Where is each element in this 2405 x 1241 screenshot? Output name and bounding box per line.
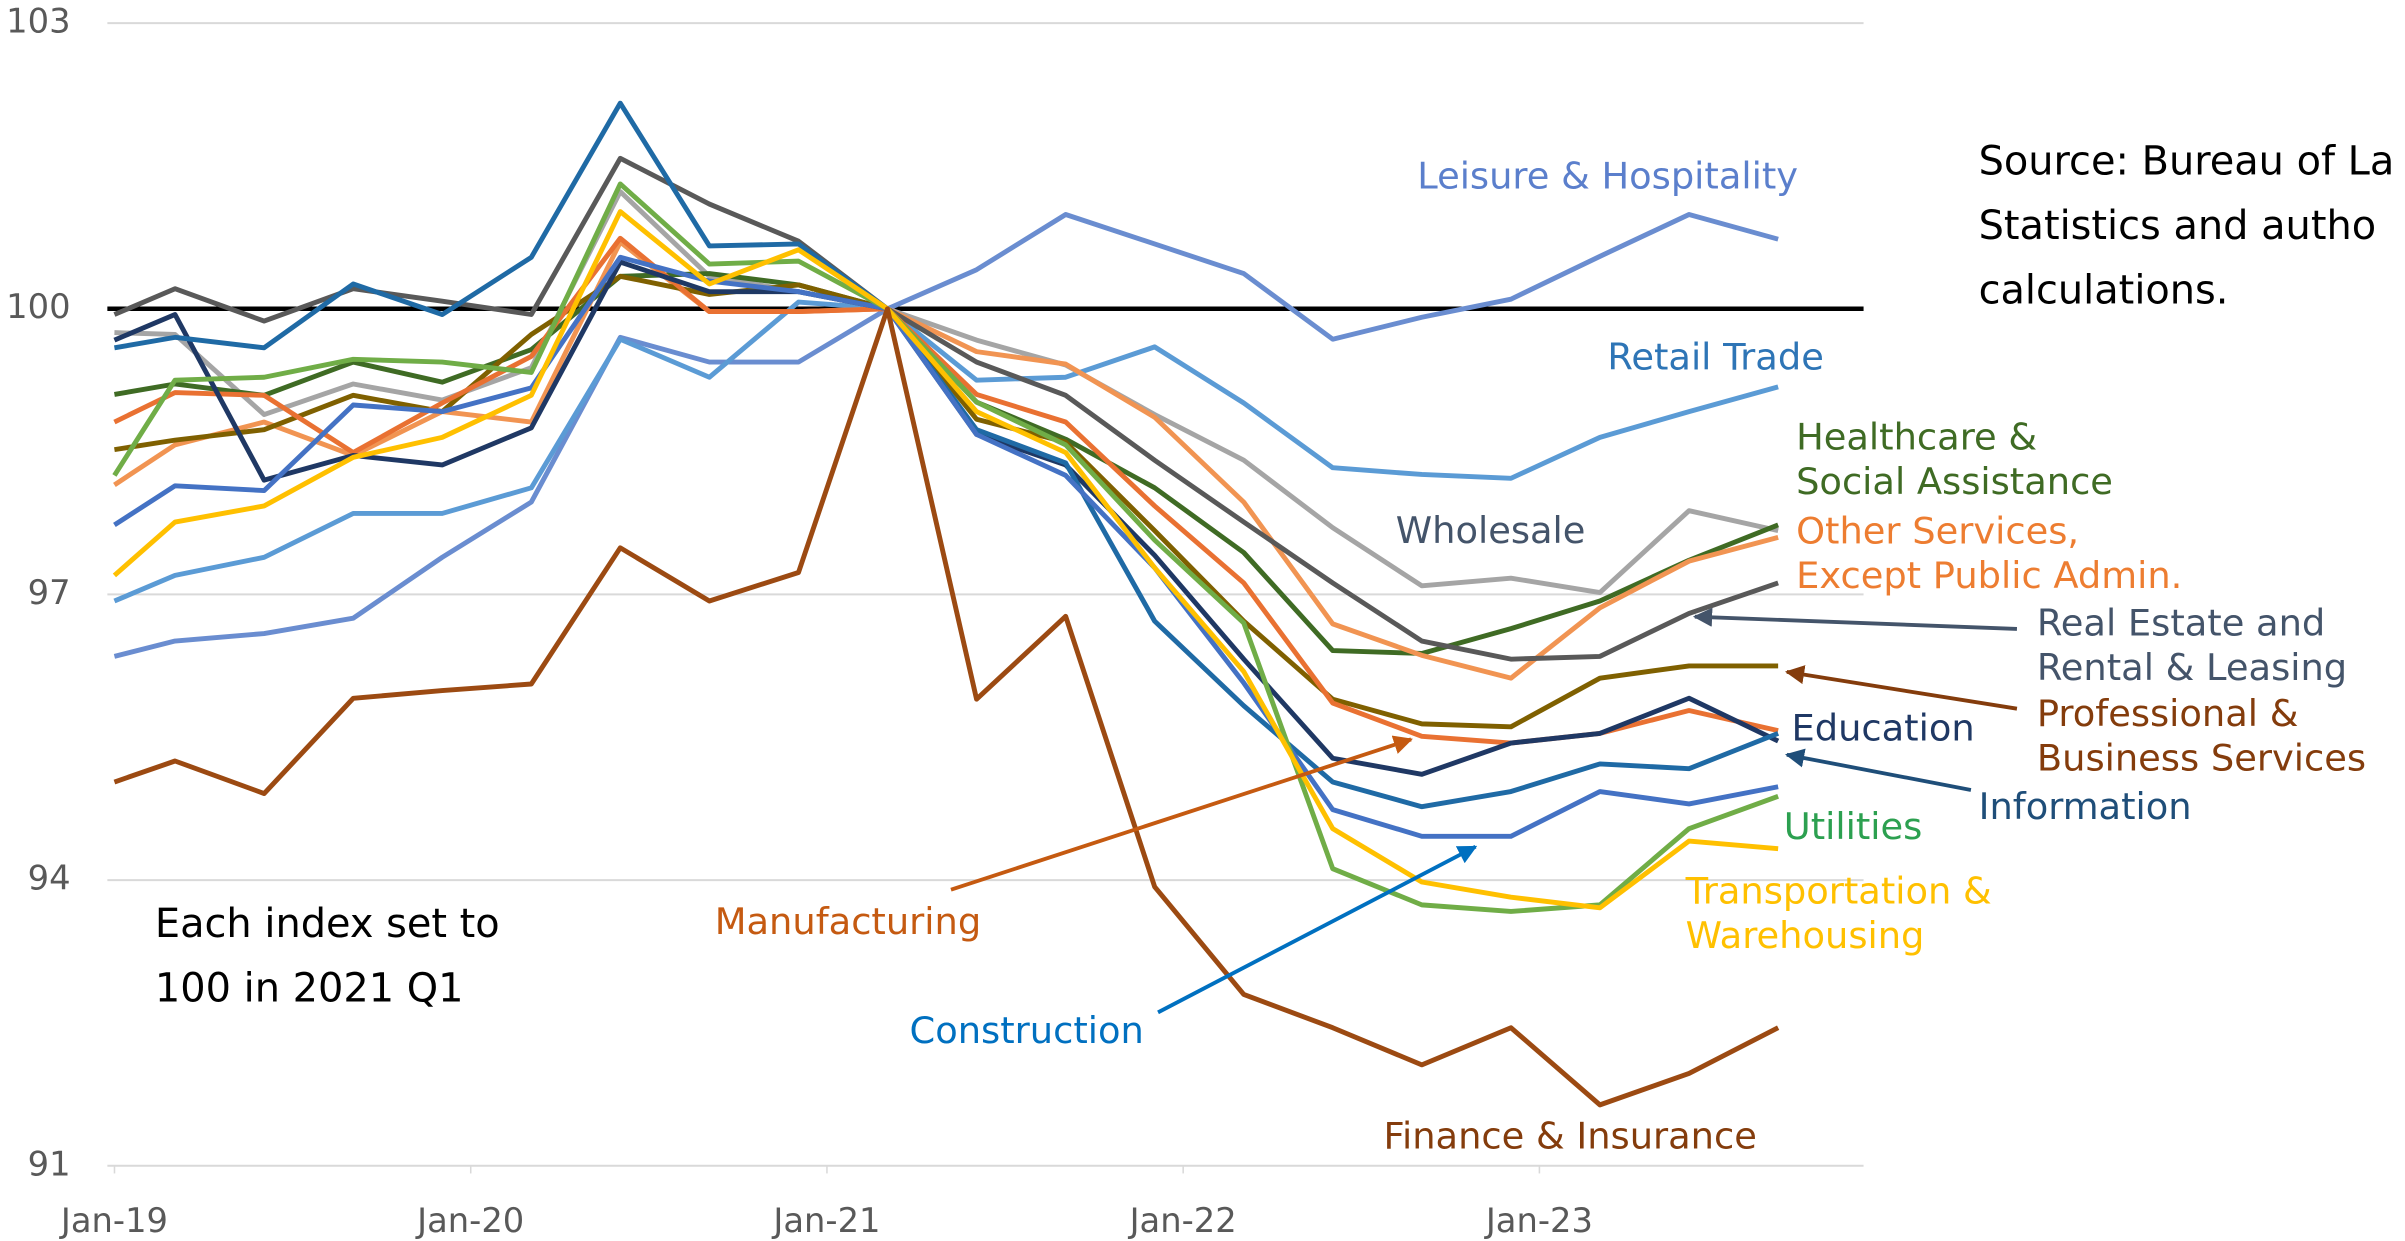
annotation: Each index set to xyxy=(155,901,500,947)
series-label: Manufacturing xyxy=(715,900,981,943)
label-line: Other Services, xyxy=(1796,509,2079,552)
label-arrow xyxy=(950,735,1413,892)
source-note: Source: Bureau of La xyxy=(1979,139,2395,185)
x-tick-label: Jan-19 xyxy=(59,1201,168,1240)
label-line: Except Public Admin. xyxy=(1796,553,2182,596)
series-line xyxy=(113,212,1779,659)
series-label: Utilities xyxy=(1784,805,1923,848)
series-label: Transportation & Warehousing xyxy=(1685,869,1992,956)
series-line xyxy=(113,235,1779,746)
series-line xyxy=(114,273,1779,730)
source-note: calculations. xyxy=(1979,268,2229,314)
y-tick-label: 97 xyxy=(28,573,71,612)
x-tick-label: Jan-21 xyxy=(771,1201,880,1240)
y-tick-label: 91 xyxy=(28,1144,71,1183)
label-line: Warehousing xyxy=(1686,914,1925,957)
series-label: Real Estate and Rental & Leasing xyxy=(2037,601,2347,688)
series-line xyxy=(113,306,1780,1108)
label-line: Healthcare & xyxy=(1796,415,2037,458)
x-tick-label: Jan-20 xyxy=(415,1201,524,1240)
label-arrow xyxy=(1157,845,1478,1015)
series-label: Information xyxy=(1979,785,2192,828)
y-tick-label: 94 xyxy=(28,859,71,898)
annotation: 100 in 2021 Q1 xyxy=(155,965,464,1011)
label-line: Transportation & xyxy=(1685,869,1992,912)
series-line xyxy=(113,254,1779,839)
y-tick-label: 100 xyxy=(6,287,70,326)
series-label: Healthcare & Social Assistance xyxy=(1796,415,2113,502)
x-tick-label: Jan-22 xyxy=(1128,1201,1237,1240)
series-label: Leisure & Hospitality xyxy=(1417,154,1798,197)
label-line: Real Estate and xyxy=(2037,601,2325,644)
series-label: Education xyxy=(1791,707,1974,750)
series-line xyxy=(112,181,1779,914)
label-line: Social Assistance xyxy=(1796,460,2113,503)
label-line: Rental & Leasing xyxy=(2037,645,2347,688)
series-line xyxy=(113,155,1779,662)
series-line xyxy=(113,239,1779,681)
label-arrow xyxy=(1784,748,1972,792)
label-line: Business Services xyxy=(2037,736,2366,779)
series-label: Finance & Insurance xyxy=(1383,1115,1756,1158)
label-arrow xyxy=(1692,607,2018,631)
series-line xyxy=(114,189,1779,596)
series-label: Construction xyxy=(910,1009,1144,1052)
series-line xyxy=(112,209,1779,911)
series-label: Wholesale xyxy=(1396,509,1586,552)
series-label: Retail Trade xyxy=(1607,335,1823,378)
series-label: Professional & Business Services xyxy=(2037,691,2366,778)
series-label: Other Services, Except Public Admin. xyxy=(1796,509,2182,596)
y-tick-label: 103 xyxy=(6,2,70,41)
series-line xyxy=(113,299,1779,604)
x-tick-label: Jan-23 xyxy=(1484,1201,1593,1240)
label-arrow xyxy=(1784,665,2018,711)
label-line: Professional & xyxy=(2037,691,2299,734)
source-note: Statistics and autho xyxy=(1979,203,2377,249)
